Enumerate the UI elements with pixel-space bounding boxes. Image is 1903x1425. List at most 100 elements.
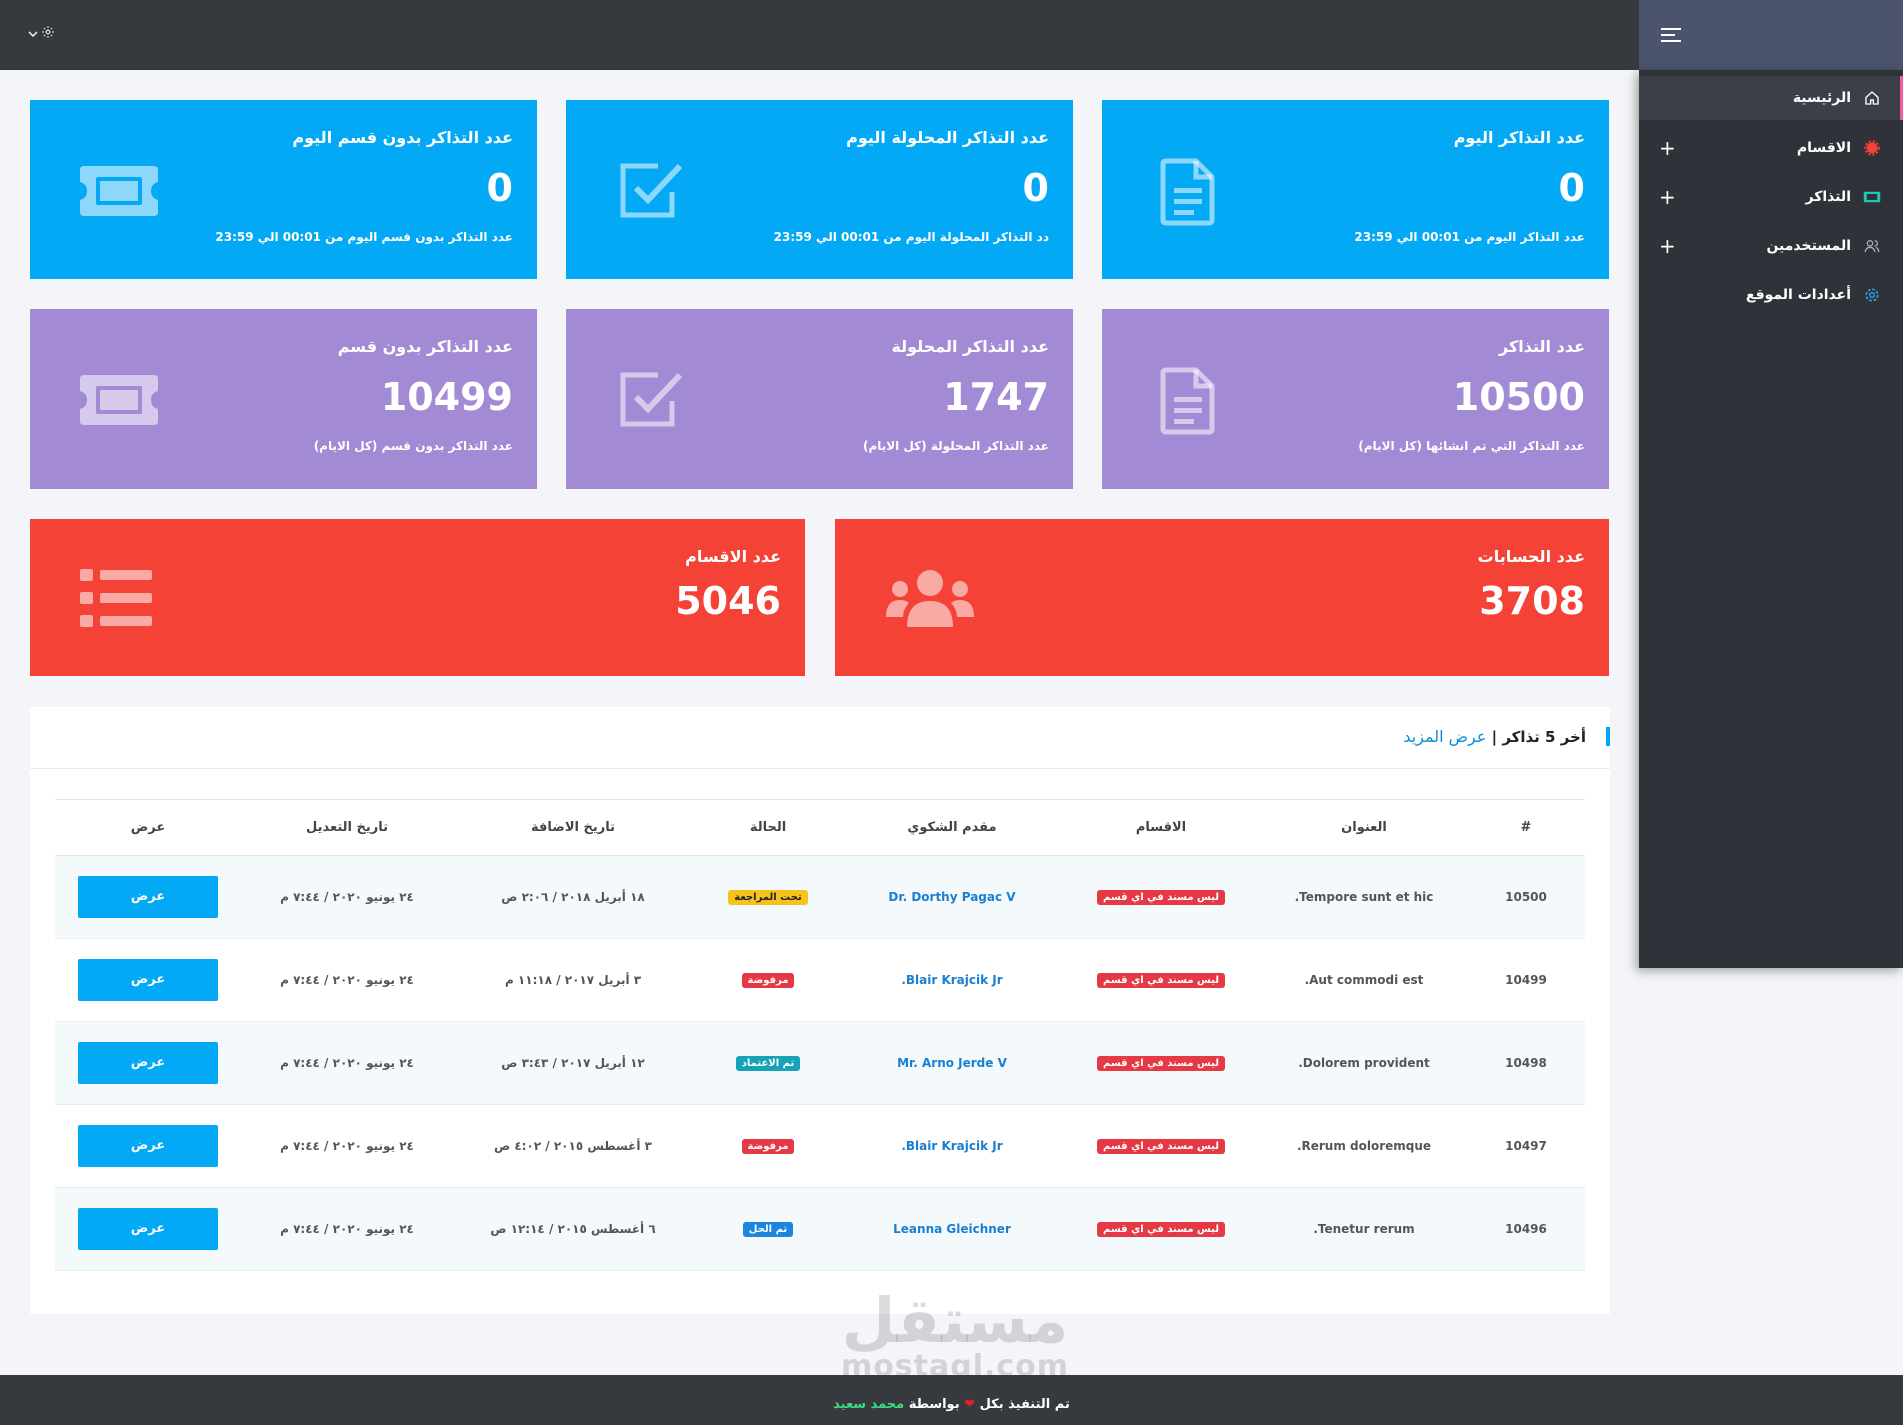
card-title: عدد الاقسام — [685, 547, 781, 566]
status-badge: مرفوضة — [741, 973, 795, 988]
stat-card-all-tickets: عدد التذاكر 10500 عدد التذاكر التي تم ان… — [1102, 309, 1609, 489]
card-value: 0 — [486, 166, 513, 210]
ticket-title: Tempore sunt et hic. — [1261, 855, 1467, 939]
complainant-link[interactable]: Blair Krajcik Jr. — [901, 1139, 1003, 1153]
complainant-link[interactable]: Leanna Gleichner — [893, 1222, 1011, 1236]
expand-icon[interactable]: + — [1659, 136, 1676, 160]
card-description: عدد التذاكر اليوم من 00:01 الي 23:59 — [1354, 230, 1585, 244]
department-badge: ليس مسند في اي قسم — [1097, 973, 1225, 988]
card-value: 5046 — [675, 579, 781, 623]
ticket-title: Dolorem provident. — [1261, 1021, 1467, 1105]
complainant-link[interactable]: Blair Krajcik Jr. — [901, 973, 1003, 987]
stat-card-departments: عدد الاقسام 5046 — [30, 519, 805, 676]
column-header: تاريخ التعديل — [241, 799, 453, 856]
card-title: عدد التذاكر اليوم — [1453, 128, 1585, 147]
panel-header: أخر 5 تذاكر | عرض المزيد — [30, 707, 1610, 769]
ticket-title: Aut commodi est. — [1261, 938, 1467, 1022]
sidebar-item-label: المستخدمين — [1766, 238, 1851, 254]
date-modified: ٢٤ يونيو ٢٠٢٠ / ٧:٤٤ م — [241, 855, 453, 939]
view-button[interactable]: عرض — [78, 959, 218, 1001]
latest-tickets-panel: أخر 5 تذاكر | عرض المزيد # العنوان الاقس… — [30, 707, 1610, 1314]
ticket-icon — [80, 166, 158, 216]
view-button[interactable]: عرض — [78, 1125, 218, 1167]
date-added: ١٢ أبريل ٢٠١٧ / ٣:٤٣ ص — [453, 1021, 693, 1105]
card-value: 0 — [1022, 166, 1049, 210]
settings-dropdown[interactable] — [28, 24, 55, 43]
expand-icon[interactable]: + — [1659, 185, 1676, 209]
sidebar-item-departments[interactable]: الاقسام + — [1639, 126, 1903, 170]
card-title: عدد التذاكر بدون قسم — [337, 337, 513, 356]
card-description: دد التذاكر المحلولة اليوم من 00:01 الي 2… — [773, 230, 1049, 244]
status-badge: تم الاعتماد — [735, 1056, 801, 1071]
card-title: عدد الحسابات — [1477, 547, 1585, 566]
sidebar: الرئيسية الاقسام + التذاكر + المستخدمين … — [1639, 70, 1903, 968]
watermark-arabic: مستقل — [841, 1284, 1069, 1357]
card-description: عدد التذاكر بدون قسم اليوم من 00:01 الي … — [215, 230, 513, 244]
checkbox-icon — [620, 163, 683, 218]
sidebar-header — [1639, 0, 1903, 70]
status-badge: مرفوضة — [741, 1139, 795, 1154]
date-added: ٣ أغسطس ٢٠١٥ / ٤:٠٢ ص — [453, 1104, 693, 1188]
department-badge: ليس مسند في اي قسم — [1097, 1222, 1225, 1237]
sidebar-item-users[interactable]: المستخدمين + — [1639, 224, 1903, 268]
table-row: 10496 Tenetur rerum. ليس مسند في اي قسم … — [55, 1187, 1585, 1271]
view-more-link[interactable]: عرض المزيد — [1403, 727, 1487, 746]
column-header: تاريخ الاضافة — [453, 799, 693, 856]
ticket-id: 10500 — [1467, 855, 1585, 939]
ticket-icon — [1863, 188, 1881, 206]
list-icon — [80, 569, 152, 627]
tickets-table: # العنوان الاقسام مقدم الشكوي الحالة تار… — [55, 799, 1585, 1271]
users-icon — [886, 570, 974, 627]
panel-title-text: أخر 5 تذاكر | — [1491, 728, 1586, 746]
sidebar-item-home[interactable]: الرئيسية — [1639, 76, 1903, 120]
expand-icon[interactable]: + — [1659, 234, 1676, 258]
ticket-id: 10497 — [1467, 1104, 1585, 1188]
view-button[interactable]: عرض — [78, 1042, 218, 1084]
sidebar-item-site-settings[interactable]: أعدادات الموقع — [1639, 273, 1903, 317]
ticket-id: 10499 — [1467, 938, 1585, 1022]
ticket-id: 10496 — [1467, 1187, 1585, 1271]
status-badge: تم الحل — [742, 1222, 794, 1237]
checkbox-icon — [620, 372, 683, 427]
stat-card-accounts: عدد الحسابات 3708 — [835, 519, 1609, 676]
department-badge: ليس مسند في اي قسم — [1097, 1056, 1225, 1071]
view-button[interactable]: عرض — [78, 876, 218, 918]
sidebar-item-tickets[interactable]: التذاكر + — [1639, 175, 1903, 219]
column-header: عرض — [55, 799, 241, 856]
department-badge: ليس مسند في اي قسم — [1097, 890, 1225, 905]
card-value: 3708 — [1479, 579, 1585, 623]
date-modified: ٢٤ يونيو ٢٠٢٠ / ٧:٤٤ م — [241, 1187, 453, 1271]
table-row: 10498 Dolorem provident. ليس مسند في اي … — [55, 1021, 1585, 1105]
menu-toggle-icon[interactable] — [1661, 28, 1681, 46]
document-icon — [1160, 367, 1215, 435]
complainant-link[interactable]: Dr. Dorthy Pagac V — [888, 890, 1016, 904]
status-badge: تحت المراجعة — [728, 890, 808, 905]
card-description: عدد التذاكر التي تم انشائها (كل الايام) — [1358, 439, 1585, 453]
table-row: 10497 Rerum doloremque. ليس مسند في اي ق… — [55, 1104, 1585, 1188]
table-header-row: # العنوان الاقسام مقدم الشكوي الحالة تار… — [55, 799, 1585, 856]
gear-badge-icon — [1863, 139, 1881, 157]
card-title: عدد التذاكر — [1499, 337, 1585, 356]
footer-by: بواسطة — [908, 1397, 960, 1412]
table-row: 10499 Aut commodi est. ليس مسند في اي قس… — [55, 938, 1585, 1022]
panel-title: أخر 5 تذاكر | عرض المزيد — [1403, 727, 1610, 746]
column-header: الاقسام — [1061, 799, 1261, 856]
date-modified: ٢٤ يونيو ٢٠٢٠ / ٧:٤٤ م — [241, 938, 453, 1022]
heart-icon: ❤ — [964, 1397, 976, 1412]
footer: تم التنفيذ بكل ❤ بواسطة محمد سعيد — [0, 1375, 1903, 1425]
card-value: 10500 — [1452, 375, 1585, 419]
view-button[interactable]: عرض — [78, 1208, 218, 1250]
sidebar-item-label: أعدادات الموقع — [1745, 287, 1851, 303]
column-header: # — [1467, 799, 1585, 856]
date-added: ١٨ أبريل ٢٠١٨ / ٢:٠٦ ص — [453, 855, 693, 939]
date-added: ٣ أبريل ٢٠١٧ / ١١:١٨ م — [453, 938, 693, 1022]
card-title: عدد التذاكر المحلولة اليوم — [846, 128, 1049, 147]
department-badge: ليس مسند في اي قسم — [1097, 1139, 1225, 1154]
footer-author[interactable]: محمد سعيد — [833, 1397, 905, 1412]
ticket-title: Rerum doloremque. — [1261, 1104, 1467, 1188]
footer-prefix: تم التنفيذ بكل — [979, 1397, 1070, 1412]
ticket-title: Tenetur rerum. — [1261, 1187, 1467, 1271]
column-header: مقدم الشكوي — [843, 799, 1061, 856]
card-description: عدد التذاكر بدون قسم (كل الايام) — [313, 439, 513, 453]
complainant-link[interactable]: Mr. Arno Jerde V — [897, 1056, 1007, 1070]
